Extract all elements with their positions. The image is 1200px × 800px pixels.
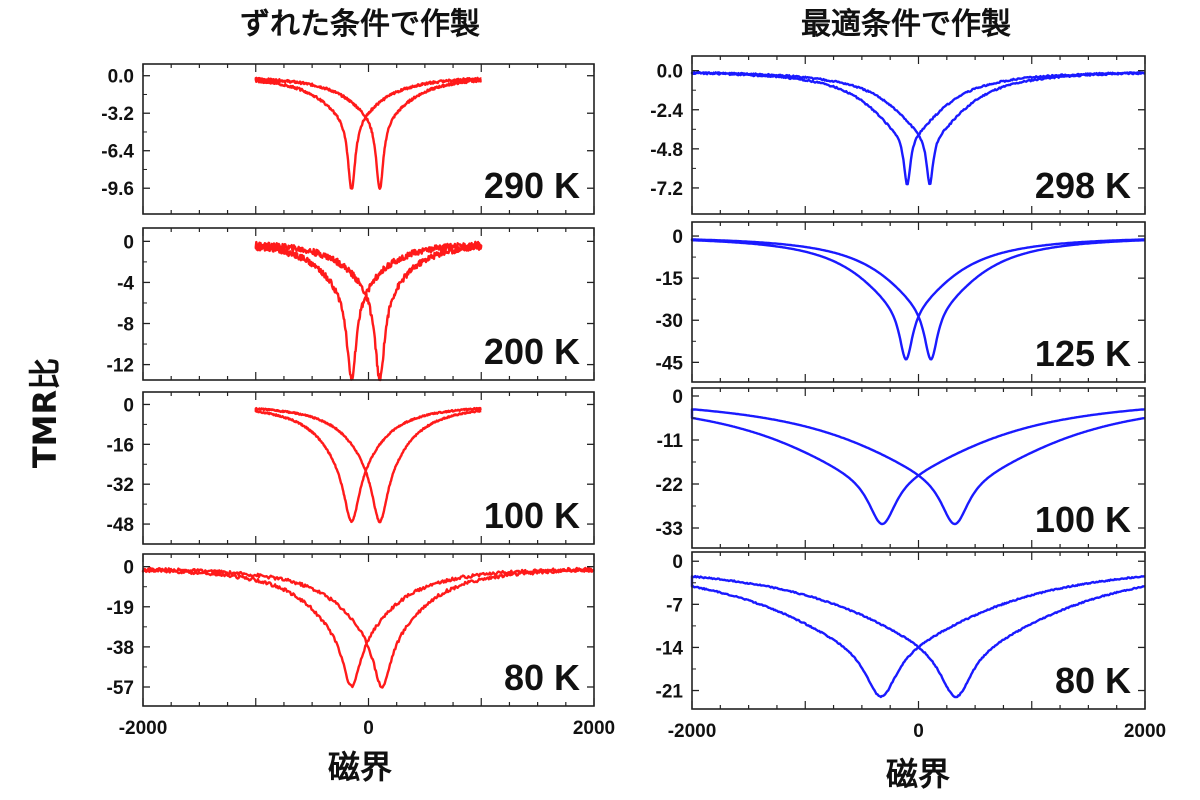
y-tick-label: -9.6 [101,179,134,200]
temperature-label: 125 K [1035,333,1131,374]
data-series-2 [254,406,482,524]
y-tick-label: 0 [123,232,134,253]
temperature-label: 80 K [504,657,580,698]
x-tick-label: 2000 [1124,721,1166,742]
y-tick-label: -11 [657,431,684,452]
temperature-label: 200 K [484,331,580,372]
y-tick-label: 0 [123,395,134,416]
panels: 0.0 -3.2 -6.4 -9.6 290 K 0 -4 -8 -12 200 K 0 -16 -32… [101,55,1166,742]
temperature-label: 80 K [1055,660,1131,701]
y-tick-label: 0 [672,227,683,248]
x-tick-label: -2000 [668,721,717,742]
panel-6: 0 -11 -22 -33 100 K [656,387,1146,549]
y-tick-label: 0 [672,387,683,408]
y-tick-label: -19 [107,598,134,619]
x-tick-label: 2000 [573,718,615,739]
y-tick-label: -45 [656,353,684,374]
y-tick-label: -7 [666,595,683,616]
column-title-right: 最適条件で作製 [801,7,1011,42]
y-tick-label: -2.4 [650,101,683,122]
data-series-0 [254,76,482,190]
data-series-1 [254,240,483,382]
y-tick-label: -4.8 [650,140,683,161]
y-tick-label: -21 [656,682,684,703]
y-tick-label: 0.0 [657,62,683,83]
y-tick-label: -12 [107,356,134,377]
y-axis-label: TMR比 [26,358,64,468]
y-tick-label: 0 [123,558,134,579]
x-axis-label-left: 磁界 [328,748,392,786]
y-tick-label: -8 [117,315,134,336]
y-tick-label: 0 [672,552,683,573]
y-tick-label: -15 [656,269,684,290]
panel-7: 0 -7 -14 -21 -2000 0 2000 80 K [656,551,1166,742]
panel-5: 0 -15 -30 -45 125 K [656,221,1146,383]
temperature-label: 100 K [1035,499,1131,540]
y-tick-label: -33 [656,519,683,540]
panel-1: 0 -4 -8 -12 200 K [107,227,595,382]
y-tick-label: -14 [656,638,684,659]
panel-2: 0 -16 -32 -48 100 K [107,391,595,545]
x-tick-label: 0 [913,721,924,742]
temperature-label: 298 K [1035,165,1131,206]
panel-3: 0 -19 -38 -57 -2000 0 2000 80 K [107,553,615,739]
y-tick-label: -38 [107,638,134,659]
y-tick-label: -30 [656,311,683,332]
y-tick-label: -32 [107,475,134,496]
y-tick-label: -3.2 [101,104,134,125]
x-axis-label-right: 磁界 [886,755,950,793]
temperature-label: 290 K [484,165,580,206]
temperature-label: 100 K [484,495,580,536]
y-tick-label: -16 [107,435,134,456]
x-tick-label: -2000 [119,718,168,739]
y-tick-label: -48 [107,515,134,536]
panel-0: 0.0 -3.2 -6.4 -9.6 290 K [101,63,595,215]
y-tick-label: -6.4 [101,142,134,163]
x-tick-label: 0 [363,718,374,739]
y-tick-label: 0.0 [108,67,134,88]
y-tick-label: -7.2 [650,179,683,200]
column-title-left: ずれた条件で作製 [240,7,480,42]
y-tick-label: -57 [107,678,134,699]
y-tick-label: -4 [117,273,134,294]
panel-4: 0.0 -2.4 -4.8 -7.2 298 K [650,55,1146,215]
y-tick-label: -22 [656,475,683,496]
